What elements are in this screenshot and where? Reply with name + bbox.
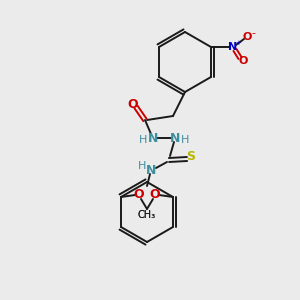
Text: O: O (128, 98, 138, 110)
Text: H: H (138, 161, 146, 171)
Text: -: - (251, 28, 255, 38)
Text: CH₃: CH₃ (138, 210, 156, 220)
Text: CH₃: CH₃ (138, 210, 156, 220)
Text: N: N (148, 131, 158, 145)
Text: H: H (181, 135, 189, 145)
Text: O: O (134, 188, 144, 202)
Text: H: H (139, 135, 147, 145)
Text: O: O (150, 188, 160, 202)
Text: +: + (235, 40, 241, 46)
Text: N: N (228, 42, 238, 52)
Text: N: N (170, 131, 180, 145)
Text: O: O (238, 56, 248, 66)
Text: O: O (242, 32, 252, 42)
Text: N: N (146, 164, 156, 176)
Text: S: S (187, 149, 196, 163)
